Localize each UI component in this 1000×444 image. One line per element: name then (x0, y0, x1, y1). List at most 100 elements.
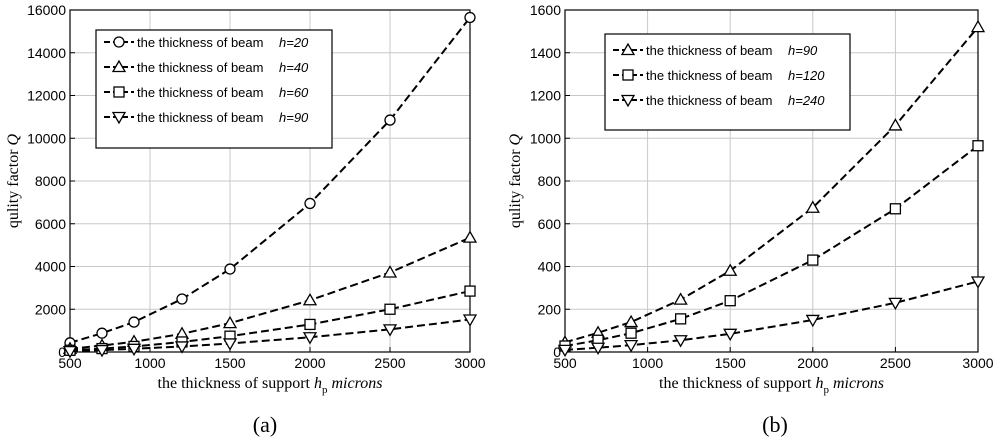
chart-a: 500 1000 1500 2000 2500 3000 0 2000 4000 6000 8000… (5, 2, 486, 437)
data-point (94, 344, 110, 358)
data-point (382, 265, 398, 278)
y-tick-label: 2000 (35, 301, 66, 317)
data-point (970, 19, 986, 33)
series-line (69, 318, 471, 353)
data-point (96, 327, 108, 339)
y-axis-label-text: qulity factor (5, 145, 22, 228)
legend-label: the thickness of beam (137, 85, 263, 100)
series-line (69, 236, 471, 350)
series-h-90 (62, 314, 478, 359)
legend-marker (113, 86, 125, 98)
y-tick-label: 400 (538, 259, 562, 275)
y-tick-label: 0 (58, 344, 66, 360)
x-axis-label-subscript: p (823, 384, 829, 396)
x-tick-label: 500 (58, 355, 82, 371)
legend-param: h=60 (279, 85, 309, 100)
x-tick-label: 3000 (962, 355, 993, 371)
legend-param: h=20 (279, 35, 309, 50)
legend-marker (111, 59, 127, 73)
y-axis-label-symbol: Q (5, 133, 22, 145)
y-tick-label: 1200 (530, 88, 561, 104)
data-point (723, 263, 738, 276)
caption-a: (a) (253, 412, 277, 437)
data-point (805, 200, 820, 213)
y-tick-label: 1600 (530, 2, 561, 18)
data-point (889, 203, 902, 215)
data-point (625, 327, 637, 339)
x-axis-label-unit: microns (327, 375, 382, 392)
x-axis-label-text: the thickness of support (659, 375, 815, 392)
data-point (970, 276, 986, 289)
x-tick-label: 1500 (715, 355, 746, 371)
x-tick-label: 500 (553, 355, 577, 371)
y-tick-label: 1000 (530, 130, 561, 146)
legend-param: h=40 (279, 60, 309, 75)
x-axis-label-subscript: p (322, 384, 328, 396)
data-point (673, 335, 688, 348)
x-tick-label: 1000 (632, 355, 663, 371)
data-point (972, 140, 984, 152)
data-point (384, 303, 396, 315)
x-tick-label: 1000 (134, 355, 165, 371)
legend-param: h=90 (279, 110, 309, 125)
legend-box (604, 33, 851, 131)
y-axis-label-text: qulity factor (507, 145, 524, 228)
x-axis-label: the thickness of support hp microns (659, 375, 884, 396)
y-tick-label: 200 (538, 301, 562, 317)
data-point (673, 292, 688, 305)
legend-a: the thickness of beam h=20 the thickness o… (95, 29, 333, 149)
data-point (126, 343, 142, 357)
data-point (222, 338, 238, 351)
legend-marker (113, 36, 125, 48)
x-tick-label: 1500 (214, 355, 245, 371)
y-axis-label-symbol: Q (507, 133, 524, 145)
x-tick-label: 2000 (294, 355, 325, 371)
series-h-60 (64, 285, 476, 356)
x-tick-label: 3000 (454, 355, 485, 371)
data-point (384, 114, 396, 126)
legend-param: h=120 (788, 68, 825, 83)
series-line (564, 144, 979, 348)
series-h-20 (64, 11, 476, 349)
data-point (805, 314, 820, 328)
y-tick-label: 800 (538, 173, 562, 189)
data-point (174, 341, 190, 354)
y-tick-label: 0 (553, 344, 561, 360)
legend-marker (111, 111, 127, 125)
data-point (723, 328, 738, 342)
x-axis-label-unit: microns (829, 375, 884, 392)
legend-label: the thickness of beam (646, 93, 772, 108)
y-tick-label: 16000 (27, 2, 66, 18)
legend-label: the thickness of beam (137, 35, 263, 50)
data-point (674, 313, 687, 325)
data-point (176, 293, 188, 305)
x-axis-label-symbol: h (314, 375, 322, 392)
x-axis-label: the thickness of support hp microns (158, 375, 383, 396)
y-tick-label: 6000 (35, 216, 66, 232)
data-point (888, 297, 903, 311)
data-point (304, 197, 316, 210)
y-axis-label: qulity factor Q (507, 133, 524, 228)
series-h-120 (559, 140, 984, 352)
data-point (623, 340, 639, 353)
data-point (462, 314, 478, 327)
caption-b: (b) (762, 412, 788, 437)
legend-label: the thickness of beam (646, 68, 772, 83)
data-point (623, 314, 639, 328)
data-point (302, 332, 318, 345)
x-tick-label: 2500 (374, 355, 405, 371)
y-tick-label: 14000 (27, 45, 66, 61)
data-point (62, 345, 78, 359)
legend-param: h=240 (788, 93, 825, 108)
data-point (302, 292, 318, 306)
legend-b: the thickness of beam h=90 the thickness o… (604, 33, 851, 131)
y-tick-label: 8000 (35, 173, 66, 189)
y-axis-label: qulity factor Q (5, 133, 22, 228)
legend-label: the thickness of beam (137, 110, 263, 125)
legend-box (95, 29, 333, 149)
data-point (888, 118, 903, 131)
data-point (724, 295, 736, 307)
chart-b: 500 1000 1500 2000 2500 3000 0 200 400 600 800 1000… (507, 2, 994, 437)
data-point (464, 285, 476, 297)
